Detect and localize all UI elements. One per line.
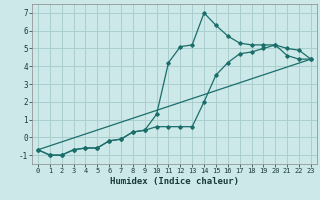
X-axis label: Humidex (Indice chaleur): Humidex (Indice chaleur) xyxy=(110,177,239,186)
